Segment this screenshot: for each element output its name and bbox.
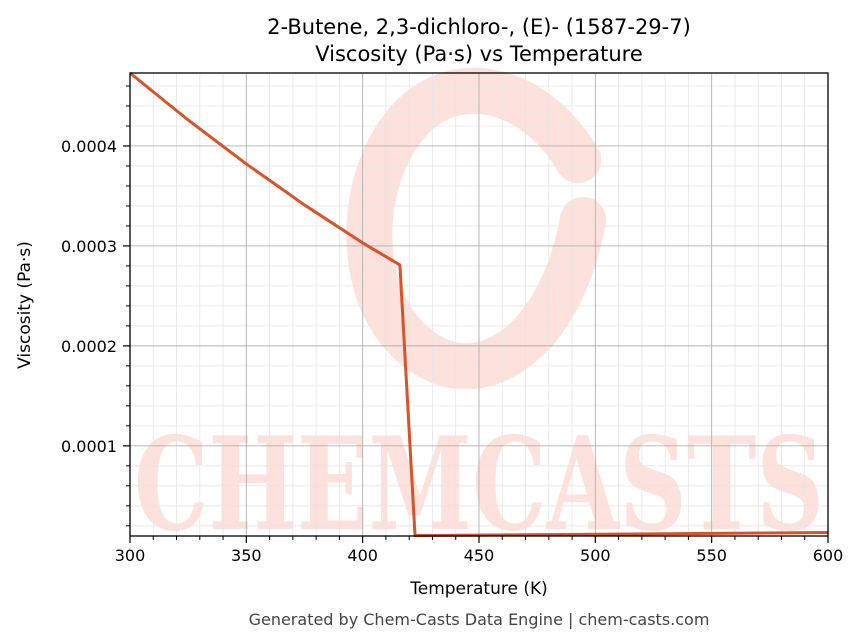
x-tick-label: 600 (813, 546, 844, 565)
chart-title-line1: 2-Butene, 2,3-dichloro-, (E)- (1587-29-7… (267, 15, 691, 39)
series-layer (129, 71, 829, 537)
x-tick-label: 400 (347, 546, 378, 565)
x-tick-label: 300 (115, 546, 146, 565)
y-tick-label: 0.0004 (61, 137, 117, 156)
chart-title-line2: Viscosity (Pa·s) vs Temperature (315, 42, 643, 66)
y-tick-label: 0.0002 (61, 337, 117, 356)
viscosity-series-line (129, 71, 829, 537)
x-tick-label: 550 (696, 546, 727, 565)
x-tick-label: 500 (580, 546, 611, 565)
x-tick-label: 450 (464, 546, 495, 565)
y-axis-ticks: 0.0001 0.0002 0.0003 0.0004 (61, 85, 130, 527)
x-axis-ticks: 300 350 400 450 500 550 600 (115, 536, 844, 565)
x-axis-label: Temperature (K) (409, 579, 548, 599)
y-axis-label: Viscosity (Pa·s) (15, 241, 35, 369)
x-tick-label: 350 (231, 546, 262, 565)
footer-credit: Generated by Chem-Casts Data Engine | ch… (249, 610, 710, 629)
y-tick-label: 0.0003 (61, 237, 117, 256)
y-tick-label: 0.0001 (61, 437, 117, 456)
major-grid (130, 73, 828, 536)
